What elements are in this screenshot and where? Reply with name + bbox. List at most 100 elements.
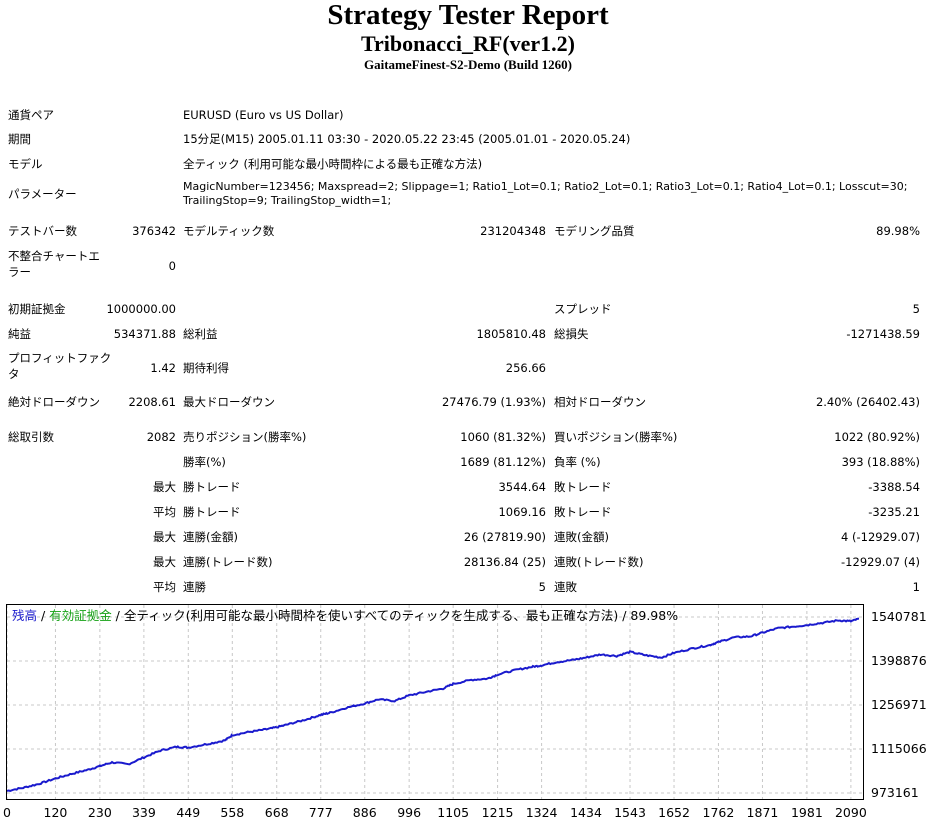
win-rate-value: 1689 (81.12%) <box>460 455 546 469</box>
x-tick-label: 558 <box>220 805 245 820</box>
avg-consec-wins-value: 5 <box>538 580 546 594</box>
legend-equity: 有効証拠金 <box>49 608 112 623</box>
short-positions-label: 売りポジション(勝率%) <box>183 430 307 444</box>
x-tick-label: 777 <box>308 805 333 820</box>
expected-payoff-value: 256.66 <box>505 361 546 375</box>
deposit-label: 初期証拠金 <box>8 302 66 316</box>
max-consec-wins-trades-label: 連勝(トレード数) <box>183 555 273 569</box>
quality-value: 89.98% <box>876 224 920 238</box>
y-tick-label: 973161 <box>871 785 919 800</box>
max-consec-money-prefix: 最大 <box>153 530 176 544</box>
legend-separator-1: / <box>37 608 50 623</box>
max-consec-losses-trades-value: -12929.07 (4) <box>841 555 920 569</box>
max-consec-losses-trades-label: 連敗(トレード数) <box>554 555 644 569</box>
build-info: GaitameFinest-S2-Demo (Build 1260) <box>364 57 572 72</box>
avg-win-value: 1069.16 <box>498 505 546 519</box>
x-tick-label: 449 <box>176 805 201 820</box>
avg-consec-losses-value: 1 <box>912 580 920 594</box>
win-rate-label: 勝率(%) <box>183 455 226 469</box>
avg-consec-losses-label: 連敗 <box>554 580 577 594</box>
x-tick-label: 1324 <box>525 805 558 820</box>
total-trades-value: 2082 <box>146 430 176 444</box>
ticks-value: 231204348 <box>480 224 546 238</box>
params-label: パラメーター <box>8 187 77 201</box>
model-label: モデル <box>8 157 43 171</box>
balance-line <box>7 617 860 792</box>
max-consec-losses-money-value: 4 (-12929.07) <box>841 530 920 544</box>
y-tick-label: 1115066 <box>871 741 927 756</box>
loss-rate-label: 負率 (%) <box>554 455 601 469</box>
long-positions-label: 買いポジション(勝率%) <box>554 430 678 444</box>
x-tick-label: 1871 <box>746 805 779 820</box>
largest-win-value: 3544.64 <box>498 480 546 494</box>
x-tick-label: 668 <box>264 805 289 820</box>
largest-prefix: 最大 <box>153 480 176 494</box>
profit-factor-value: 1.42 <box>150 361 176 375</box>
x-tick-label: 230 <box>87 805 112 820</box>
legend-separator-2: / <box>111 608 124 623</box>
loss-rate-value: 393 (18.88%) <box>841 455 920 469</box>
rel-drawdown-label: 相対ドローダウン <box>554 395 646 409</box>
max-consec-losses-money-label: 連敗(金額) <box>554 530 609 544</box>
symbol-label: 通貨ペア <box>8 108 54 122</box>
total-trades-label: 総取引数 <box>8 430 54 444</box>
mismatch-value: 0 <box>168 259 176 273</box>
net-value: 534371.88 <box>113 327 176 341</box>
rel-drawdown-value: 2.40% (26402.43) <box>815 395 920 409</box>
x-tick-label: 1543 <box>614 805 646 820</box>
net-label: 純益 <box>8 327 31 341</box>
spread-label: スプレッド <box>554 302 612 316</box>
balance-chart: 残高 / 有効証拠金 / 全ティック(利用可能な最小時間枠を使いすべてのティック… <box>6 604 864 800</box>
period-value: 15分足(M15) 2005.01.11 03:30 - 2020.05.22 … <box>183 132 631 146</box>
expert-name: Tribonacci_RF(ver1.2) <box>360 31 576 56</box>
largest-win-label: 勝トレード <box>183 480 241 494</box>
legend-balance: 残高 <box>12 608 38 623</box>
chart-legend: 残高 / 有効証拠金 / 全ティック(利用可能な最小時間枠を使いすべてのティック… <box>12 608 678 624</box>
y-tick-label: 1256971 <box>871 697 927 712</box>
x-tick-label: 1215 <box>481 805 514 820</box>
profit-factor-label: プロフィットファクタ <box>8 351 112 381</box>
x-tick-label: 1105 <box>437 805 470 820</box>
model-value: 全ティック (利用可能な最小時間枠による最も正確な方法) <box>183 157 483 171</box>
ticks-label: モデルティック数 <box>183 224 275 238</box>
expected-payoff-label: 期待利得 <box>183 361 229 375</box>
bars-label: テストバー数 <box>8 224 77 238</box>
symbol-value: EURUSD (Euro vs US Dollar) <box>183 108 344 122</box>
x-tick-label: 996 <box>397 805 422 820</box>
x-tick-label: 339 <box>131 805 156 820</box>
abs-drawdown-value: 2208.61 <box>128 395 176 409</box>
params-value: MagicNumber=123456; Maxspread=2; Slippag… <box>183 180 908 207</box>
gross-loss-label: 総損失 <box>554 327 589 341</box>
legend-model-quality: 全ティック(利用可能な最小時間枠を使いすべてのティックを生成する、最も正確な方法… <box>123 608 679 623</box>
x-tick-label: 1762 <box>702 805 735 820</box>
long-positions-value: 1022 (80.92%) <box>834 430 920 444</box>
balance-chart-plot <box>7 605 863 799</box>
x-tick-label: 886 <box>352 805 377 820</box>
max-drawdown-value: 27476.79 (1.93%) <box>441 395 546 409</box>
max-consec-wins-money-value: 26 (27819.90) <box>463 530 546 544</box>
largest-loss-label: 敗トレード <box>554 480 612 494</box>
avg-consec-prefix: 平均 <box>153 580 176 594</box>
average-prefix: 平均 <box>153 505 176 519</box>
avg-loss-value: -3235.21 <box>868 505 920 519</box>
y-tick-label: 1540781 <box>871 609 927 624</box>
period-label: 期間 <box>8 132 31 146</box>
deposit-value: 1000000.00 <box>106 302 176 316</box>
max-consec-wins-money-label: 連勝(金額) <box>183 530 238 544</box>
y-tick-label: 1398876 <box>871 653 927 668</box>
x-tick-label: 2090 <box>834 805 867 820</box>
largest-loss-value: -3388.54 <box>868 480 920 494</box>
x-tick-label: 1434 <box>570 805 602 820</box>
max-consec-trades-prefix: 最大 <box>153 555 176 569</box>
avg-win-label: 勝トレード <box>183 505 241 519</box>
spread-value: 5 <box>912 302 920 316</box>
mismatch-label: 不整合チャートエラー <box>8 249 100 279</box>
x-tick-label: 1981 <box>790 805 823 820</box>
avg-consec-wins-label: 連勝 <box>183 580 206 594</box>
max-consec-wins-trades-value: 28136.84 (25) <box>463 555 546 569</box>
x-tick-label: 1652 <box>658 805 690 820</box>
x-tick-label: 0 <box>3 805 11 820</box>
quality-label: モデリング品質 <box>554 224 635 238</box>
avg-loss-label: 敗トレード <box>554 505 612 519</box>
short-positions-value: 1060 (81.32%) <box>460 430 546 444</box>
